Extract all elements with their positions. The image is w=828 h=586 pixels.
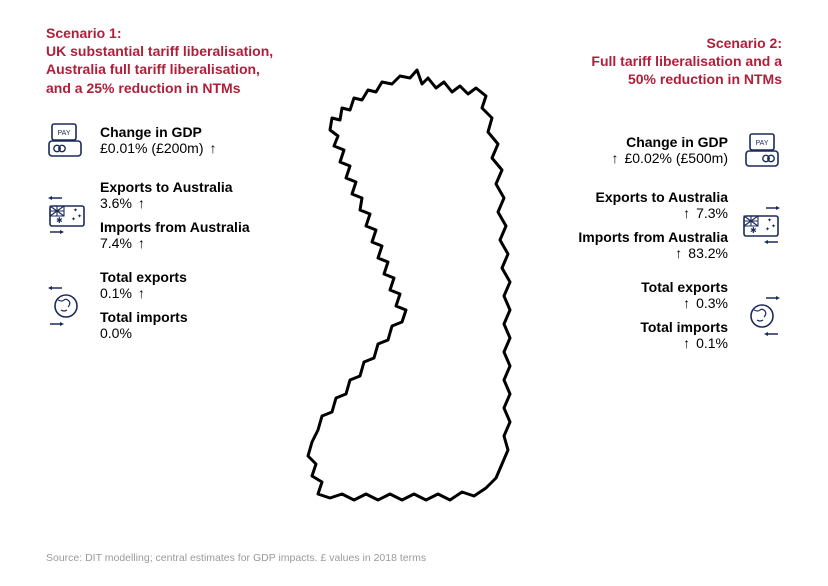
metric-row: Change in GDP ↑ £0.02% (£500m) PAY <box>512 129 782 171</box>
scenario2-metrics: Change in GDP ↑ £0.02% (£500m) PAY Expor… <box>512 129 782 351</box>
metric-label: Imports from Australia <box>100 219 250 235</box>
pay-icon: PAY <box>46 119 88 161</box>
metric-value: 0.0% <box>100 325 132 341</box>
metric-label: Imports from Australia <box>578 229 728 245</box>
scenario1-panel: Scenario 1: UK substantial tariff libera… <box>46 24 316 359</box>
svg-text:✦: ✦ <box>765 226 770 233</box>
metric-row: ✱ ✦ ✦ ✦ Exports to Australia 3.6% ↑ Impo… <box>46 179 316 251</box>
metric-row: PAY Change in GDP £0.01% (£200m) ↑ <box>46 119 316 161</box>
metric-value: 7.3% <box>696 205 728 221</box>
australia-flag-icon: ✱ ✦ ✦ ✦ <box>740 204 782 246</box>
scenario1-title: Scenario 1: UK substantial tariff libera… <box>46 24 316 97</box>
up-arrow-icon: ↑ <box>611 150 618 166</box>
svg-text:✱: ✱ <box>56 216 63 225</box>
globe-icon <box>46 284 88 326</box>
scenario2-title: Scenario 2: Full tariff liberalisation a… <box>512 34 782 89</box>
up-arrow-icon: ↑ <box>138 285 145 301</box>
scenario2-title-line: Scenario 2: <box>512 34 782 52</box>
up-arrow-icon: ↑ <box>683 295 690 311</box>
scenario1-title-line: and a 25% reduction in NTMs <box>46 79 316 97</box>
scenario1-title-line: Australia full tariff liberalisation, <box>46 60 316 78</box>
pay-icon: PAY <box>740 129 782 171</box>
metric-label: Total exports <box>640 279 728 295</box>
scenario2-title-line: 50% reduction in NTMs <box>512 70 782 88</box>
metric-value: 7.4% <box>100 235 132 251</box>
metric-value: 0.1% <box>696 335 728 351</box>
scenario1-metrics: PAY Change in GDP £0.01% (£200m) ↑ <box>46 119 316 341</box>
svg-text:PAY: PAY <box>58 130 71 137</box>
metric-value: 3.6% <box>100 195 132 211</box>
svg-text:✦: ✦ <box>73 207 78 214</box>
metric-label: Exports to Australia <box>100 179 250 195</box>
svg-text:✦: ✦ <box>71 216 76 223</box>
scenario2-panel: Scenario 2: Full tariff liberalisation a… <box>512 34 782 369</box>
scenario2-title-line: Full tariff liberalisation and a <box>512 52 782 70</box>
metric-value: £0.02% (£500m) <box>624 150 728 166</box>
metric-value: £0.01% (£200m) <box>100 140 204 156</box>
svg-text:✦: ✦ <box>767 217 772 224</box>
metric-label: Change in GDP <box>100 124 217 140</box>
uk-map <box>282 58 552 518</box>
up-arrow-icon: ↑ <box>683 205 690 221</box>
up-arrow-icon: ↑ <box>138 235 145 251</box>
metric-row: Exports to Australia ↑ 7.3% Imports from… <box>512 189 782 261</box>
svg-text:✱: ✱ <box>750 226 757 235</box>
up-arrow-icon: ↑ <box>683 335 690 351</box>
metric-row: Total exports ↑ 0.3% Total imports ↑ 0.1… <box>512 279 782 351</box>
globe-icon <box>740 294 782 336</box>
svg-text:✦: ✦ <box>77 213 82 220</box>
source-text: Source: DIT modelling; central estimates… <box>46 552 426 564</box>
metric-label: Total imports <box>640 319 728 335</box>
up-arrow-icon: ↑ <box>675 245 682 261</box>
metric-value: 0.1% <box>100 285 132 301</box>
scenario1-title-line: UK substantial tariff liberalisation, <box>46 42 316 60</box>
metric-label: Exports to Australia <box>578 189 728 205</box>
up-arrow-icon: ↑ <box>210 140 217 156</box>
metric-row: Total exports 0.1% ↑ Total imports 0.0% <box>46 269 316 341</box>
australia-flag-icon: ✱ ✦ ✦ ✦ <box>46 194 88 236</box>
metric-label: Total exports <box>100 269 188 285</box>
metric-label: Change in GDP <box>611 134 728 150</box>
scenario1-title-line: Scenario 1: <box>46 24 316 42</box>
metric-value: 83.2% <box>688 245 728 261</box>
metric-value: 0.3% <box>696 295 728 311</box>
svg-text:✦: ✦ <box>771 223 776 230</box>
up-arrow-icon: ↑ <box>138 195 145 211</box>
metric-label: Total imports <box>100 309 188 325</box>
svg-text:PAY: PAY <box>756 140 769 147</box>
